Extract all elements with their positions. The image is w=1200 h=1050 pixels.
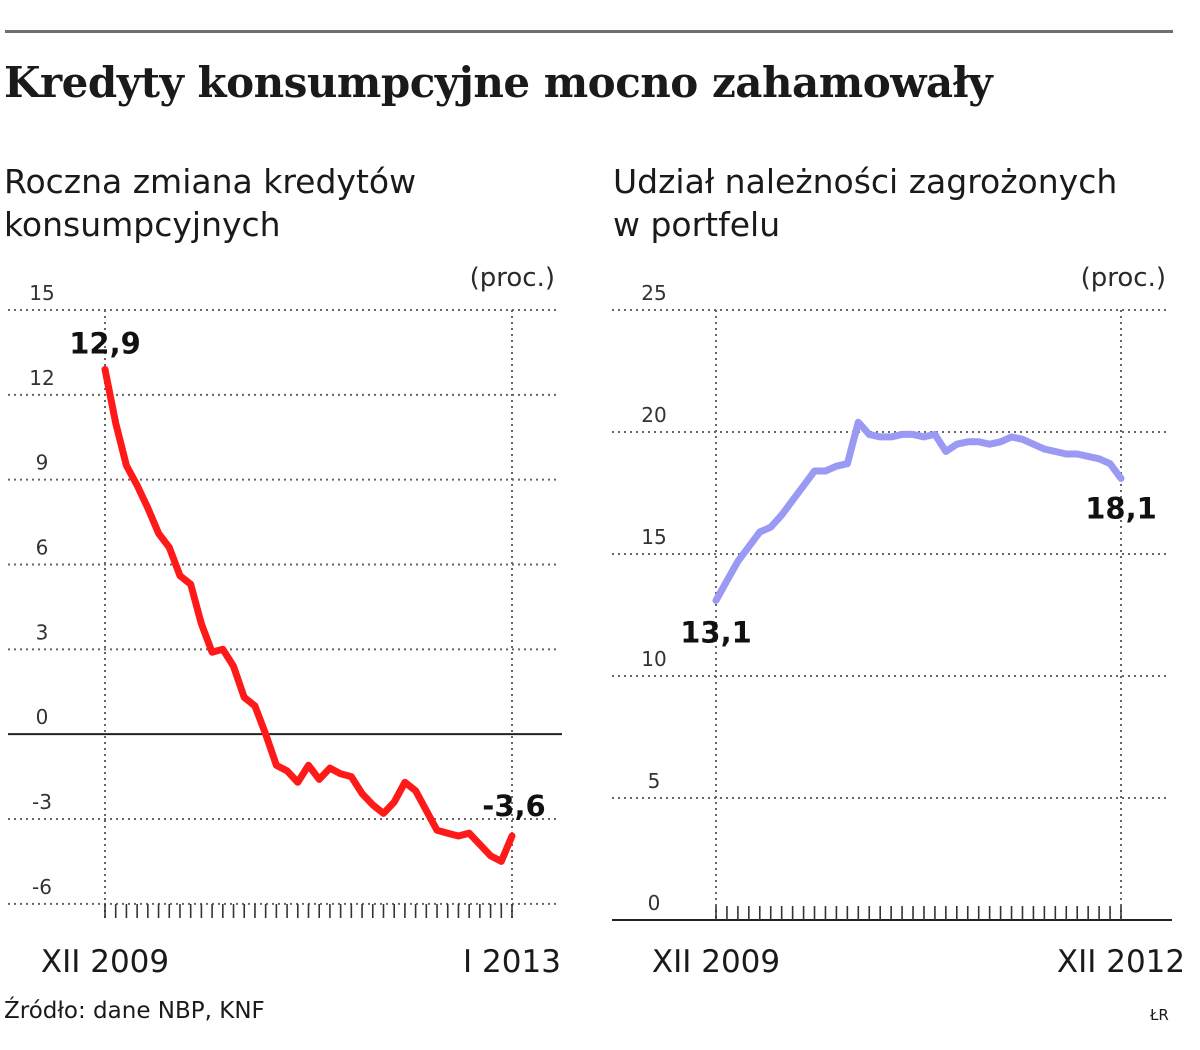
- left-y-tick-label: 15: [29, 281, 54, 305]
- left-series-line: [101, 365, 516, 865]
- left-chart-subtitle-line-2: konsumpcyjnych: [4, 205, 281, 244]
- right-chart-subtitle: Udział należności zagrożonych w portfelu: [613, 160, 1183, 246]
- right-chart-subtitle-line-2: w portfelu: [613, 205, 781, 244]
- right-y-tick-label: 10: [641, 647, 666, 671]
- right-data-label: 13,1: [680, 615, 752, 649]
- left-y-tick-label: -3: [32, 790, 52, 814]
- left-x-start-label: XII 2009: [41, 944, 169, 980]
- source-note: Źródło: dane NBP, KNF: [4, 998, 265, 1024]
- right-series-line: [712, 418, 1125, 604]
- right-y-tick-label: 20: [641, 403, 666, 427]
- right-unit-label: (proc.): [1081, 263, 1166, 293]
- author-credit: ŁR: [1150, 1006, 1169, 1024]
- right-y-tick-label: 0: [648, 891, 661, 915]
- right-data-label: 18,1: [1085, 491, 1157, 525]
- left-chart-subtitle-line-1: Roczna zmiana kredytów: [4, 162, 417, 201]
- right-y-tick-label: 25: [641, 281, 666, 305]
- left-y-tick-label: 12: [29, 366, 54, 390]
- left-x-end-label: I 2013: [463, 944, 561, 980]
- left-chart-subtitle: Roczna zmiana kredytów konsumpcyjnych: [4, 160, 564, 246]
- left-y-tick-label: 0: [36, 705, 49, 729]
- left-y-tick-label: 6: [36, 536, 49, 560]
- left-y-tick-label: -6: [32, 875, 52, 899]
- left-data-label: 12,9: [69, 326, 141, 360]
- right-x-end-label: XII 2012: [1057, 944, 1185, 980]
- right-x-start-label: XII 2009: [652, 944, 780, 980]
- top-rule: [5, 30, 1173, 33]
- chart-title: Kredyty konsumpcyjne mocno zahamowały: [4, 58, 993, 107]
- right-y-tick-label: 5: [648, 769, 661, 793]
- left-y-tick-label: 9: [36, 451, 49, 475]
- left-data-label: -3,6: [482, 789, 545, 823]
- right-y-tick-label: 15: [641, 525, 666, 549]
- left-y-tick-label: 3: [36, 620, 49, 644]
- right-chart-subtitle-line-1: Udział należności zagrożonych: [613, 162, 1118, 201]
- left-unit-label: (proc.): [470, 263, 555, 293]
